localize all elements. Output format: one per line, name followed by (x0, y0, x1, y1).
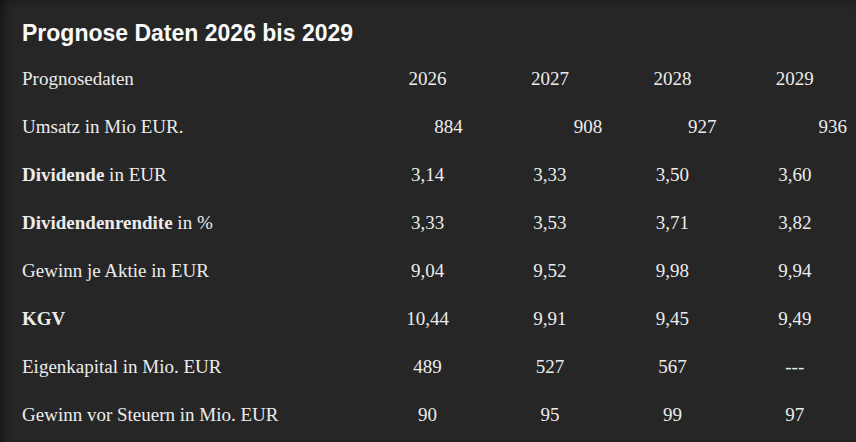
row-label-text: Gewinn je Aktie in EUR (22, 260, 209, 281)
cell-value: 9,98 (611, 247, 733, 295)
cell-value: 9,52 (489, 247, 611, 295)
cell-value: 99 (611, 391, 733, 439)
header-label: Prognosedaten (0, 55, 366, 103)
row-label: Eigenkapital in Mio. EUR (0, 343, 366, 391)
row-label: Dividendenrendite in % (0, 199, 366, 247)
table-row-dividendenrendite: Dividendenrendite in % 3,33 3,53 3,71 3,… (0, 199, 856, 247)
page-title: Prognose Daten 2026 bis 2029 (0, 0, 856, 46)
cell-value: 884 (366, 103, 488, 151)
table-row-kgv: KGV 10,44 9,91 9,45 9,49 (0, 295, 856, 343)
cell-value: 527 (489, 343, 611, 391)
cell-value: 3,71 (611, 199, 733, 247)
row-label-bold: Dividendenrendite (22, 212, 173, 233)
header-year-2027: 2027 (489, 55, 611, 103)
cell-value: 95 (489, 391, 611, 439)
cell-value: 9,94 (734, 247, 856, 295)
cell-value: 908 (489, 103, 611, 151)
cell-value: 9,91 (489, 295, 611, 343)
cell-value: 97 (734, 391, 856, 439)
cell-value: 3,14 (366, 151, 488, 199)
forecast-table: Prognosedaten 2026 2027 2028 2029 Umsatz… (0, 55, 856, 439)
row-label: Umsatz in Mio EUR. (0, 103, 366, 151)
cell-value: 3,60 (734, 151, 856, 199)
cell-value: 3,33 (366, 199, 488, 247)
row-label-bold: Dividende (22, 164, 104, 185)
cell-value: 90 (366, 391, 488, 439)
cell-value: 9,04 (366, 247, 488, 295)
header-year-2026: 2026 (366, 55, 488, 103)
row-label-text: Eigenkapital in Mio. EUR (22, 356, 221, 377)
cell-value: --- (734, 343, 856, 391)
forecast-panel: Prognose Daten 2026 bis 2029 Prognosedat… (0, 0, 856, 442)
table-header-row: Prognosedaten 2026 2027 2028 2029 (0, 55, 856, 103)
row-label: Dividende in EUR (0, 151, 366, 199)
row-label-text: in EUR (104, 164, 166, 185)
row-label: Gewinn je Aktie in EUR (0, 247, 366, 295)
cell-value: 567 (611, 343, 733, 391)
cell-value: 3,50 (611, 151, 733, 199)
row-label-text: Umsatz in Mio EUR. (22, 116, 184, 137)
row-label-text: in % (173, 212, 213, 233)
cell-value: 927 (611, 103, 733, 151)
cell-value: 3,33 (489, 151, 611, 199)
header-year-2029: 2029 (734, 55, 856, 103)
row-label-text: Gewinn vor Steuern in Mio. EUR (22, 404, 278, 425)
row-label: Gewinn vor Steuern in Mio. EUR (0, 391, 366, 439)
table-row-gewinn-vor-steuern: Gewinn vor Steuern in Mio. EUR 90 95 99 … (0, 391, 856, 439)
header-year-2028: 2028 (611, 55, 733, 103)
row-label-bold: KGV (22, 308, 65, 329)
row-label: KGV (0, 295, 366, 343)
table-row-dividende: Dividende in EUR 3,14 3,33 3,50 3,60 (0, 151, 856, 199)
table-row-umsatz: Umsatz in Mio EUR. 884 908 927 936 (0, 103, 856, 151)
table-row-eigenkapital: Eigenkapital in Mio. EUR 489 527 567 --- (0, 343, 856, 391)
table-row-gewinn-je-aktie: Gewinn je Aktie in EUR 9,04 9,52 9,98 9,… (0, 247, 856, 295)
cell-value: 489 (366, 343, 488, 391)
cell-value: 10,44 (366, 295, 488, 343)
cell-value: 9,49 (734, 295, 856, 343)
cell-value: 936 (734, 103, 856, 151)
cell-value: 9,45 (611, 295, 733, 343)
cell-value: 3,82 (734, 199, 856, 247)
cell-value: 3,53 (489, 199, 611, 247)
